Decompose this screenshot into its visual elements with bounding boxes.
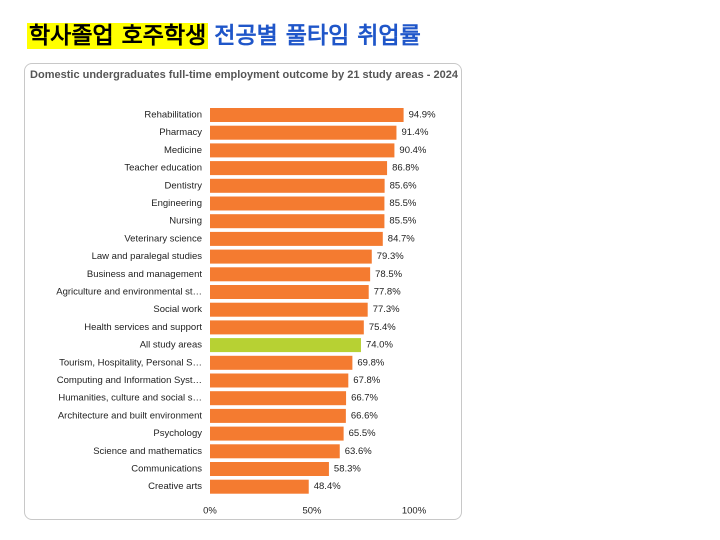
bar [210, 285, 369, 299]
y-tick-label: Veterinary science [124, 233, 202, 244]
value-label: 58.3% [334, 464, 361, 475]
y-tick-label: Dentistry [165, 180, 203, 191]
value-label: 84.7% [388, 233, 415, 244]
y-tick-label: Agriculture and environmental st… [56, 287, 202, 298]
y-tick-label: Communications [131, 464, 202, 475]
header-title: 전공별 풀타임 취업률 [214, 23, 421, 49]
x-tick-label: 0% [203, 506, 217, 517]
y-tick-label: Science and mathematics [93, 446, 202, 457]
x-tick-label: 100% [402, 506, 427, 517]
value-label: 86.8% [392, 163, 419, 174]
y-tick-label: Tourism, Hospitality, Personal S… [59, 357, 202, 368]
value-label: 74.0% [366, 340, 393, 351]
bar [210, 479, 309, 494]
value-label: 48.4% [314, 481, 341, 492]
bar [210, 249, 372, 264]
bar [210, 302, 368, 317]
bar [210, 462, 329, 476]
value-label: 65.5% [349, 428, 376, 439]
value-label: 66.7% [351, 393, 378, 404]
y-tick-label: Health services and support [84, 322, 202, 333]
y-tick-label: Nursing [169, 216, 202, 227]
value-label: 91.4% [401, 127, 428, 138]
y-tick-label: Engineering [151, 198, 202, 209]
bar [210, 391, 347, 406]
bar [210, 161, 388, 176]
y-tick-label: Pharmacy [159, 127, 202, 138]
value-label: 85.5% [389, 216, 416, 227]
value-label: 85.6% [390, 180, 417, 191]
bar [210, 125, 397, 140]
value-label: 77.3% [373, 304, 400, 315]
y-tick-label: Humanities, culture and social s… [58, 393, 202, 404]
y-tick-label: Business and management [87, 269, 202, 280]
y-tick-label: Psychology [153, 428, 202, 439]
bar [210, 338, 361, 353]
bar [210, 267, 371, 282]
value-label: 94.9% [409, 110, 436, 121]
value-label: 75.4% [369, 322, 396, 333]
y-tick-label: Teacher education [124, 163, 202, 174]
bar [210, 408, 346, 423]
y-tick-label: Creative arts [148, 481, 202, 492]
value-label: 79.3% [377, 251, 404, 262]
y-tick-label: Computing and Information Syst… [57, 375, 202, 386]
bar [210, 320, 364, 335]
value-label: 67.8% [353, 375, 380, 386]
value-label: 77.8% [374, 287, 401, 298]
y-tick-label: Social work [153, 304, 202, 315]
bar [210, 426, 344, 441]
bar [210, 231, 383, 246]
header-highlight: 학사졸업 호주학생 [27, 23, 209, 49]
y-tick-label: Architecture and built environment [58, 410, 203, 421]
value-label: 63.6% [345, 446, 372, 457]
x-tick-label: 50% [302, 506, 322, 517]
y-tick-label: Law and paralegal studies [92, 251, 203, 262]
value-label: 85.5% [389, 198, 416, 209]
header: 학사졸업 호주학생 전공별 풀타임 취업률 [27, 16, 421, 50]
bar [210, 214, 385, 229]
y-tick-label: Rehabilitation [144, 110, 202, 121]
bar [210, 196, 385, 211]
chart-frame [24, 63, 462, 520]
y-tick-label: Medicine [164, 145, 202, 156]
bar [210, 444, 340, 459]
y-tick-label: All study areas [140, 340, 203, 351]
chart-title: Domestic undergraduates full-time employ… [30, 69, 458, 81]
bar [210, 143, 395, 158]
bar [210, 108, 404, 122]
value-label: 78.5% [375, 269, 402, 280]
bar [210, 178, 385, 193]
value-label: 90.4% [399, 145, 426, 156]
bar [210, 355, 353, 370]
bar [210, 373, 349, 388]
value-label: 69.8% [357, 357, 384, 368]
value-label: 66.6% [351, 410, 378, 421]
